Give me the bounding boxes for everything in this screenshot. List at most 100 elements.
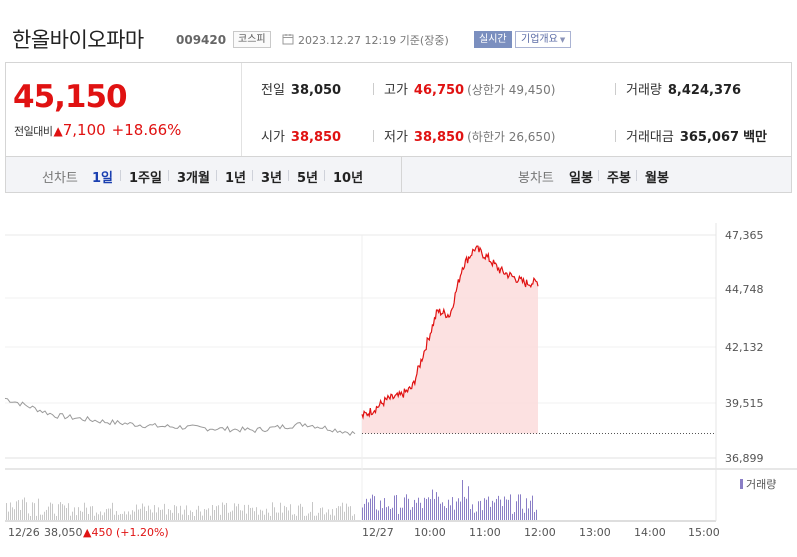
volume-bar	[206, 509, 207, 520]
tab-3m[interactable]: 3개월	[177, 171, 210, 186]
volume-bar	[498, 495, 499, 520]
volume-bar	[56, 515, 57, 520]
volume-bar	[264, 514, 265, 520]
tab-weekly-candle[interactable]: 주봉	[607, 171, 631, 186]
volume-bar	[338, 506, 339, 520]
low-label: 저가	[384, 130, 408, 145]
tab-10y[interactable]: 10년	[333, 171, 364, 186]
prev-close-label: 전일	[261, 83, 285, 98]
volume-bar	[484, 498, 485, 520]
divider	[598, 170, 599, 181]
volume-bar	[190, 510, 191, 520]
volume: 거래량 8,424,376	[626, 79, 741, 98]
volume-bar	[504, 496, 505, 520]
divider	[615, 130, 616, 142]
volume-bar	[354, 514, 355, 520]
volume-bar	[96, 512, 97, 520]
volume-bar	[432, 489, 433, 520]
x-tick-label: 15:00	[688, 526, 720, 539]
volume-bar	[116, 511, 117, 520]
volume-bar	[58, 504, 59, 520]
volume-bar	[144, 506, 145, 520]
volume-bar	[36, 515, 37, 520]
volume-bar	[184, 509, 185, 520]
volume-bar	[216, 506, 217, 520]
volume-bar	[394, 495, 395, 520]
volume-bar	[260, 509, 261, 520]
tab-3y[interactable]: 3년	[261, 171, 283, 186]
volume-bar	[514, 512, 515, 520]
volume-bar	[530, 500, 531, 520]
volume-bar	[348, 506, 349, 520]
divider	[252, 170, 253, 181]
volume-bar	[368, 502, 369, 520]
volume-bar	[494, 502, 495, 520]
volume-bar	[28, 513, 29, 520]
volume-bar	[100, 511, 101, 520]
tab-5y[interactable]: 5년	[297, 171, 319, 186]
volume-bar	[34, 503, 35, 520]
volume-bar	[326, 512, 327, 520]
tab-1d[interactable]: 1일	[92, 171, 114, 186]
volume-bar	[262, 510, 263, 520]
volume-bar	[182, 514, 183, 520]
divider	[216, 170, 217, 181]
open-label: 시가	[261, 130, 285, 145]
divider	[636, 170, 637, 181]
volume-bar	[92, 506, 93, 520]
tab-monthly-candle[interactable]: 월봉	[645, 171, 669, 186]
volume-bar	[174, 505, 175, 520]
volume-bar	[18, 500, 19, 520]
volume-bar	[20, 509, 21, 520]
tab-1w[interactable]: 1주일	[129, 171, 162, 186]
volume-value: 8,424,376	[667, 83, 742, 98]
volume-bar	[486, 499, 487, 520]
volume-bar	[228, 512, 229, 520]
volume-bar	[292, 514, 293, 520]
lower-limit: (하한가 26,650)	[467, 130, 556, 144]
divider	[324, 170, 325, 181]
volume-bar	[130, 514, 131, 520]
realtime-button[interactable]: 실시간	[474, 31, 512, 48]
divider	[168, 170, 169, 181]
company-overview-dropdown[interactable]: 기업개요 ▼	[515, 31, 572, 48]
tab-daily-candle[interactable]: 일봉	[569, 171, 593, 186]
volume-bar	[518, 494, 519, 520]
volume-bar	[410, 509, 411, 520]
volume-bar	[76, 515, 77, 520]
volume-bar	[462, 480, 463, 520]
volume-bar	[528, 508, 529, 520]
volume-bar	[332, 509, 333, 520]
volume-bar	[234, 503, 235, 520]
volume-bar	[480, 500, 481, 520]
x-tick-label: 13:00	[579, 526, 611, 539]
volume-bar	[148, 505, 149, 520]
tab-1y[interactable]: 1년	[225, 171, 247, 186]
volume-bar	[294, 514, 295, 520]
volume-bar	[10, 502, 11, 520]
volume-bar	[114, 514, 115, 520]
volume-bar	[434, 498, 435, 520]
volume-bar	[6, 503, 7, 520]
volume-bar	[298, 505, 299, 520]
volume-bar	[188, 515, 189, 520]
up-triangle-icon: ▲	[53, 124, 63, 138]
volume-bar	[46, 509, 47, 520]
volume-bar	[268, 512, 269, 520]
volume-bar	[244, 504, 245, 520]
volume-bar	[180, 505, 181, 520]
volume-bar	[362, 507, 363, 520]
volume-bar	[230, 511, 231, 520]
x-tick-label: 12/26	[8, 526, 40, 539]
volume-bar	[334, 515, 335, 520]
volume-bar	[204, 509, 205, 520]
volume-bar	[142, 503, 143, 520]
volume-bar	[516, 501, 517, 520]
volume-bar	[522, 508, 523, 520]
x-tick-label: 12:00	[524, 526, 556, 539]
volume-bar	[392, 507, 393, 520]
intraday-price-chart: 47,365 44,748 42,132 39,515 36,899 거래량 1…	[4, 223, 797, 539]
volume-bar	[52, 503, 53, 520]
volume-bar	[474, 512, 475, 520]
y-tick-label: 44,748	[725, 283, 764, 296]
